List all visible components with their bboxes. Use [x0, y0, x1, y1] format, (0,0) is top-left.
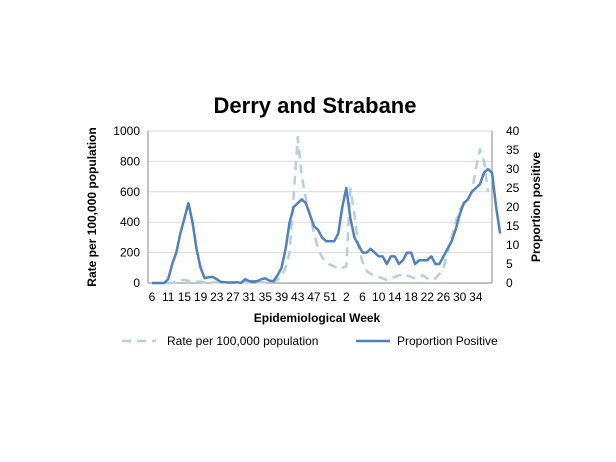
x-tick-label: 23	[210, 290, 224, 304]
legend-label-rate: Rate per 100,000 population	[167, 334, 318, 348]
chart-title: Derry and Strabane	[214, 93, 417, 118]
x-tick-label: 47	[307, 290, 321, 304]
left-y-ticks: 0 200 400 600 800 1000	[113, 124, 140, 290]
y-tick-label-left: 400	[120, 215, 140, 229]
x-tick-label: 11	[162, 290, 175, 304]
x-tick-label: 18	[404, 290, 418, 304]
x-tick-label: 34	[469, 290, 483, 304]
y-tick-label-right: 0	[506, 276, 513, 290]
legend-label-proportion: Proportion Positive	[397, 334, 498, 348]
legend: Rate per 100,000 population Proportion P…	[122, 334, 498, 348]
y-tick-label-left: 200	[120, 246, 140, 260]
x-tick-label: 26	[437, 290, 451, 304]
y-tick-label-left: 600	[120, 185, 140, 199]
y-tick-label-right: 25	[506, 181, 520, 195]
x-tick-label: 10	[372, 290, 386, 304]
y-tick-label-right: 15	[506, 219, 520, 233]
gridlines	[148, 130, 492, 254]
y-axis-title-right: Proportion positive	[529, 152, 543, 262]
y-tick-label-right: 30	[506, 162, 520, 176]
x-axis-title: Epidemiological Week	[254, 311, 381, 325]
x-tick-label: 19	[194, 290, 208, 304]
right-y-ticks: 0 5 10 15 20 25 30 35 40	[506, 124, 520, 290]
x-tick-label: 39	[275, 290, 289, 304]
y-tick-label-right: 35	[506, 143, 520, 157]
series-lines	[152, 135, 502, 285]
x-tick-label: 30	[453, 290, 467, 304]
series-line-proportion-positive	[152, 167, 502, 285]
x-tick-label: 6	[359, 290, 366, 304]
y-tick-label-left: 1000	[113, 124, 140, 138]
x-tick-label: 51	[323, 290, 337, 304]
x-tick-label: 15	[178, 290, 192, 304]
y-tick-label-right: 20	[506, 200, 520, 214]
x-tick-label: 14	[388, 290, 402, 304]
y-tick-label-right: 5	[506, 257, 513, 271]
y-tick-label-right: 10	[506, 238, 520, 252]
y-tick-label-right: 40	[506, 124, 520, 138]
x-tick-label: 31	[242, 290, 256, 304]
x-tick-label: 27	[226, 290, 240, 304]
x-tick-label: 22	[421, 290, 435, 304]
y-tick-label-left: 800	[120, 154, 140, 168]
x-ticks: 6 11 15 19 23 27 31 35 39 43 47 51 2 6 10 14 18 22 26 30 34	[149, 290, 483, 304]
y-tick-label-left: 0	[133, 276, 140, 290]
x-tick-label: 35	[259, 290, 273, 304]
x-tick-label: 43	[291, 290, 305, 304]
x-tick-label: 2	[343, 290, 350, 304]
y-axis-title-left: Rate per 100,000 population	[85, 127, 99, 286]
series-line-rate	[152, 135, 490, 285]
x-tick-label: 6	[149, 290, 156, 304]
